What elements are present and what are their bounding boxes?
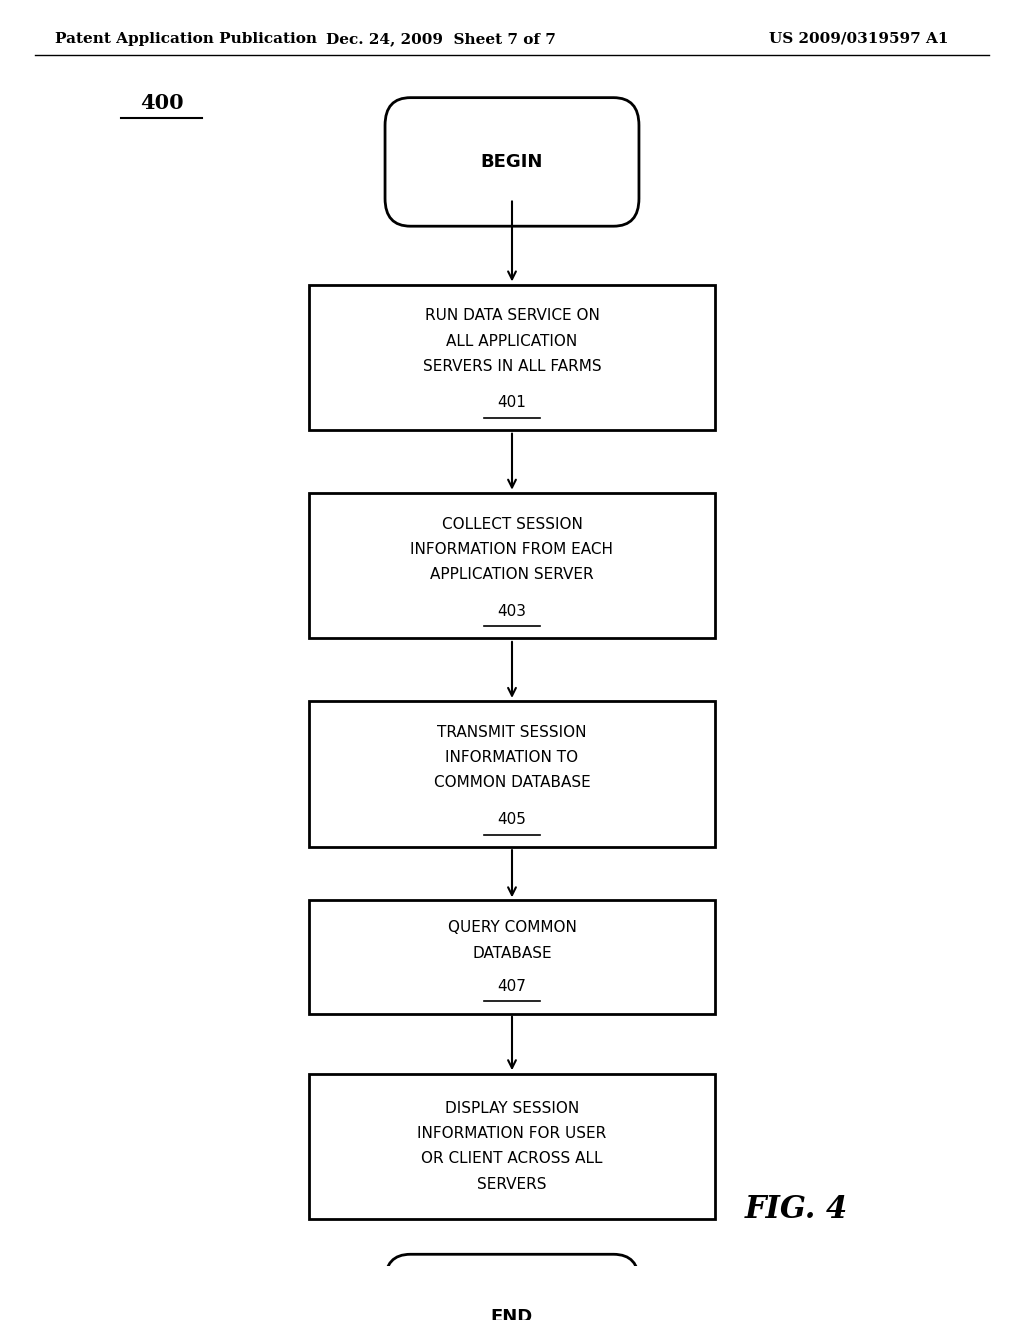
Bar — [309, 1073, 715, 1218]
FancyBboxPatch shape — [385, 1254, 639, 1320]
Text: COMMON DATABASE: COMMON DATABASE — [433, 775, 591, 791]
Text: 405: 405 — [498, 812, 526, 826]
Text: APPLICATION SERVER: APPLICATION SERVER — [430, 568, 594, 582]
Text: Dec. 24, 2009  Sheet 7 of 7: Dec. 24, 2009 Sheet 7 of 7 — [326, 32, 556, 46]
Text: SERVERS: SERVERS — [477, 1176, 547, 1192]
Bar — [309, 285, 715, 430]
Text: 401: 401 — [498, 396, 526, 411]
Text: 407: 407 — [498, 978, 526, 994]
Text: RUN DATA SERVICE ON: RUN DATA SERVICE ON — [425, 309, 599, 323]
Text: INFORMATION FOR USER: INFORMATION FOR USER — [418, 1126, 606, 1142]
Text: BEGIN: BEGIN — [481, 153, 543, 170]
Bar — [309, 494, 715, 639]
Text: OR CLIENT ACROSS ALL: OR CLIENT ACROSS ALL — [421, 1151, 603, 1167]
Text: DISPLAY SESSION: DISPLAY SESSION — [444, 1101, 580, 1115]
Text: TRANSMIT SESSION: TRANSMIT SESSION — [437, 725, 587, 739]
Text: 403: 403 — [498, 603, 526, 619]
Bar — [309, 701, 715, 846]
Text: Patent Application Publication: Patent Application Publication — [55, 32, 317, 46]
Bar — [309, 900, 715, 1014]
Text: ALL APPLICATION: ALL APPLICATION — [446, 334, 578, 348]
Text: QUERY COMMON: QUERY COMMON — [447, 920, 577, 936]
Text: INFORMATION TO: INFORMATION TO — [445, 750, 579, 766]
Text: INFORMATION FROM EACH: INFORMATION FROM EACH — [411, 541, 613, 557]
Text: US 2009/0319597 A1: US 2009/0319597 A1 — [769, 32, 949, 46]
Text: COLLECT SESSION: COLLECT SESSION — [441, 516, 583, 532]
Text: END: END — [490, 1308, 534, 1320]
Text: 400: 400 — [140, 92, 183, 112]
Text: SERVERS IN ALL FARMS: SERVERS IN ALL FARMS — [423, 359, 601, 374]
Text: FIG. 4: FIG. 4 — [744, 1193, 848, 1225]
Text: DATABASE: DATABASE — [472, 945, 552, 961]
FancyBboxPatch shape — [385, 98, 639, 226]
